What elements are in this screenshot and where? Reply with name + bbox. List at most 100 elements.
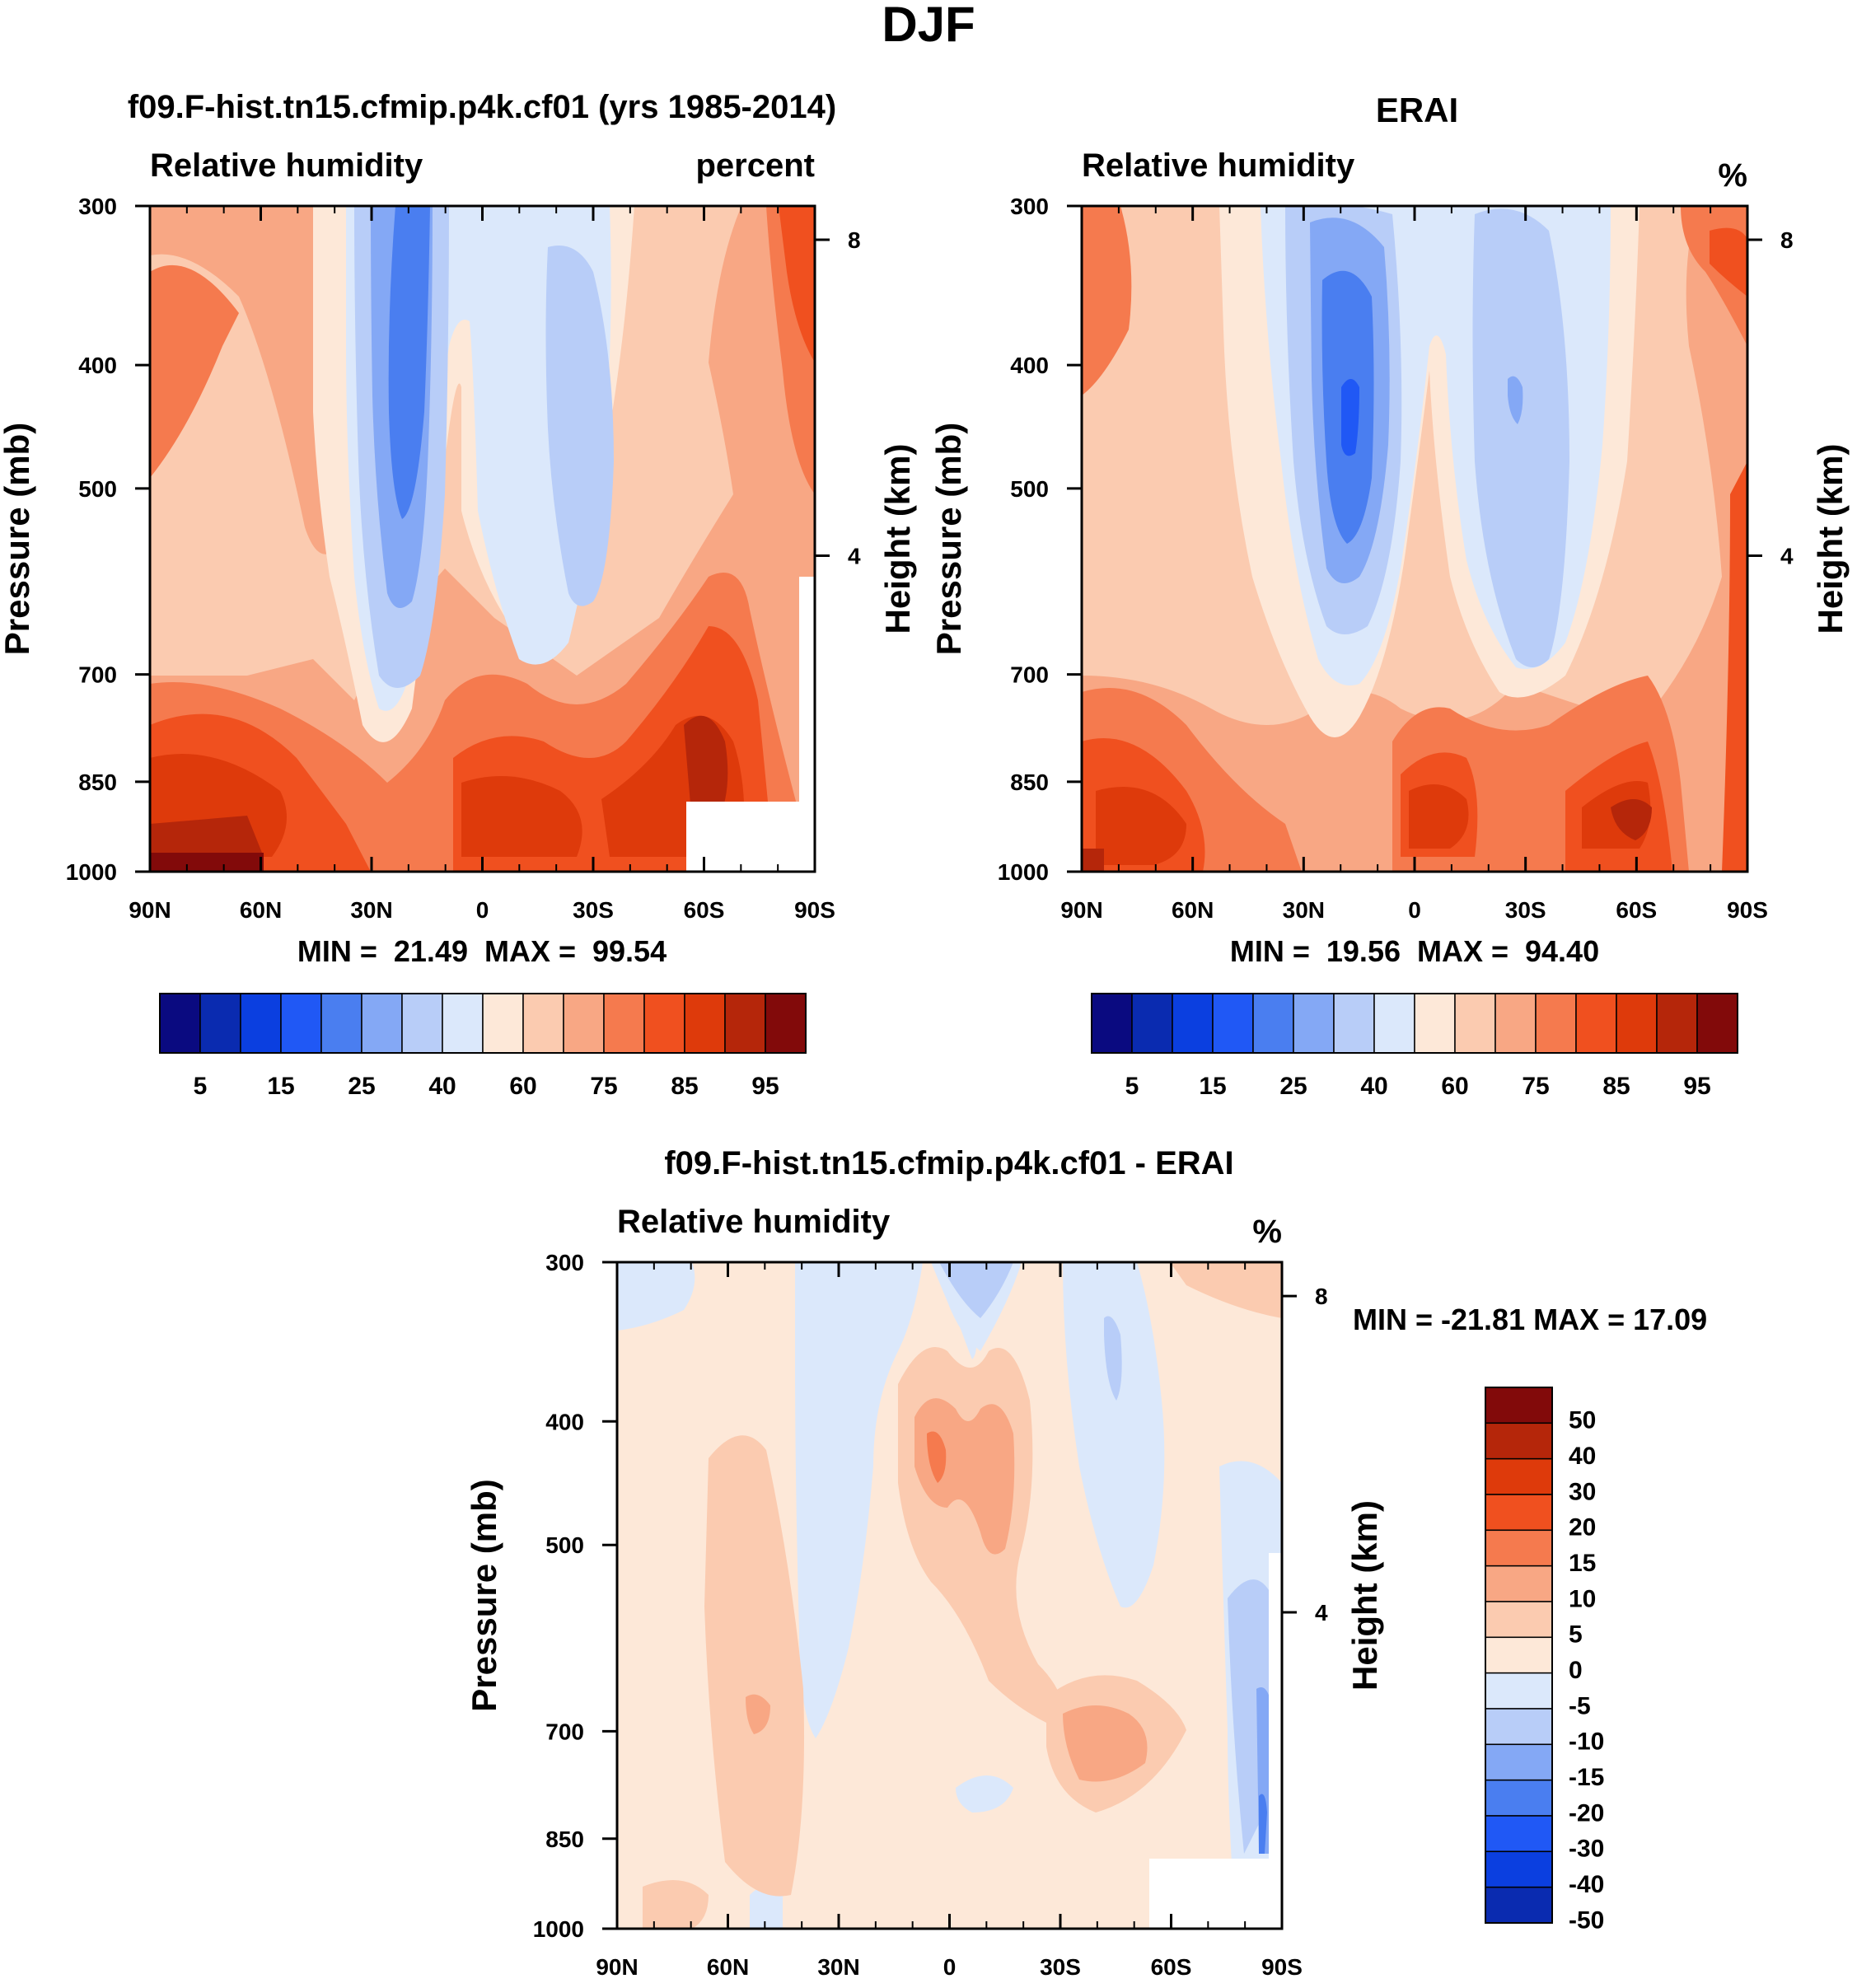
colorbar-swatch bbox=[1485, 1565, 1553, 1602]
colorbar-swatch bbox=[1485, 1886, 1553, 1924]
rh-band-95-nh bbox=[1082, 849, 1104, 872]
colorbar-swatch bbox=[563, 993, 605, 1054]
panel-obs: ERAI Relative humidity % bbox=[929, 91, 1850, 923]
colorbar-label: -5 bbox=[1569, 1692, 1591, 1719]
colorbar-label: 5 bbox=[194, 1073, 208, 1100]
rh-band-95-sh bbox=[684, 715, 728, 824]
colorbar-label: 85 bbox=[671, 1073, 698, 1100]
colorbar-swatch bbox=[1293, 993, 1335, 1054]
colorbar-obs: 5 15 25 40 60 75 85 95 bbox=[1091, 993, 1738, 1100]
colorbar-label: 60 bbox=[1441, 1073, 1468, 1100]
y2-axis-label: Height (km) bbox=[1345, 1500, 1384, 1691]
x-tick-label: 90S bbox=[1261, 1954, 1303, 1980]
colorbar-swatch bbox=[765, 993, 807, 1054]
rh-band-40-sh bbox=[545, 246, 614, 606]
y-tick-label: 850 bbox=[1010, 769, 1049, 795]
colorbar-label: -50 bbox=[1569, 1906, 1604, 1934]
colorbar-swatch bbox=[240, 993, 282, 1054]
x-tick-label: 30N bbox=[350, 897, 392, 923]
y2-tick-label: 8 bbox=[1315, 1284, 1328, 1309]
diff-band-pos5-sh-top bbox=[1170, 1262, 1282, 1318]
colorbar-swatch bbox=[522, 993, 564, 1054]
diff-band-neg-10-eq bbox=[939, 1262, 1013, 1318]
colorbar-swatch bbox=[1485, 1457, 1553, 1495]
rh-band-80-nh bbox=[150, 264, 239, 478]
colorbar-frame bbox=[1485, 1387, 1553, 1924]
x-tick-label: 30N bbox=[817, 1954, 859, 1980]
colorbar-swatch bbox=[1485, 1815, 1553, 1853]
rh-band-80-edge bbox=[1722, 461, 1747, 872]
rh-band-90-tropics bbox=[1409, 784, 1469, 849]
panel-model: f09.F-hist.tn15.cfmip.p4k.cf01 (yrs 1985… bbox=[0, 89, 917, 923]
colorbar-label: 25 bbox=[348, 1073, 375, 1100]
x-tick-label: 60S bbox=[684, 897, 725, 923]
colorbar-swatch bbox=[1485, 1387, 1553, 1424]
panel-obs-units: % bbox=[1718, 157, 1747, 194]
y-tick-label: 500 bbox=[1010, 476, 1049, 502]
rh-band-20 bbox=[1341, 379, 1359, 456]
diff-band-neg-10-sh bbox=[1104, 1316, 1122, 1401]
colorbar-label: 15 bbox=[1199, 1073, 1226, 1100]
y-tick-label: 700 bbox=[78, 662, 117, 688]
colorbar-swatch bbox=[724, 993, 766, 1054]
rh-band-max-nh bbox=[150, 853, 264, 872]
rh-band-90-nh bbox=[1096, 787, 1186, 865]
diff-band-pos15-eq bbox=[927, 1431, 947, 1483]
x-tick-label: 60N bbox=[707, 1954, 749, 1980]
axes-frame-diff: 90N 60N 30N 0 30S 60S 90S 300 400 500 700 850 1000 8 4… bbox=[465, 1250, 1384, 1980]
colorbar-model: 5 15 25 40 60 75 85 95 bbox=[159, 993, 807, 1100]
rh-band-95-sh bbox=[1611, 799, 1652, 840]
diff-band-pos10-sh bbox=[1063, 1705, 1148, 1782]
contour-field-model bbox=[150, 206, 815, 872]
colorbar-swatch bbox=[1485, 1779, 1553, 1817]
colorbar-label: 15 bbox=[267, 1073, 294, 1100]
colorbar-swatch bbox=[1696, 993, 1738, 1054]
colorbar-swatch bbox=[1616, 993, 1658, 1054]
rh-band-25 bbox=[388, 206, 430, 519]
colorbar-label: -10 bbox=[1569, 1728, 1604, 1756]
colorbar-frame bbox=[159, 993, 807, 1054]
colorbar-swatch bbox=[1485, 1850, 1553, 1888]
x-tick-label: 90S bbox=[1727, 897, 1768, 923]
contour-field-diff bbox=[617, 1262, 1282, 1929]
y2-axis-label: Height (km) bbox=[1811, 444, 1850, 634]
colorbar-swatch bbox=[1485, 1743, 1553, 1781]
colorbar-swatch bbox=[603, 993, 645, 1054]
y-tick-label: 400 bbox=[1010, 353, 1049, 378]
contour-field-obs bbox=[1082, 206, 1747, 872]
rh-band-30-spot bbox=[1508, 376, 1523, 424]
axes-frame-obs: 90N 60N 30N 0 30S 60S 90S 300 400 500 700 850 1000 8 4… bbox=[929, 194, 1850, 923]
x-tick-label: 90N bbox=[596, 1954, 638, 1980]
missing-data-region bbox=[686, 802, 815, 872]
y2-tick-label: 4 bbox=[848, 544, 861, 569]
x-tick-label: 0 bbox=[943, 1954, 957, 1980]
x-tick-label: 0 bbox=[476, 897, 489, 923]
panel-obs-left-label: Relative humidity bbox=[1082, 147, 1355, 184]
colorbar-label: 5 bbox=[1569, 1621, 1583, 1649]
colorbar-swatch bbox=[1373, 993, 1415, 1054]
colorbar-swatch bbox=[1485, 1422, 1553, 1460]
panel-model-units: percent bbox=[696, 147, 816, 184]
colorbar-label: 85 bbox=[1602, 1073, 1630, 1100]
colorbar-label: 50 bbox=[1569, 1407, 1596, 1434]
y-tick-label: 700 bbox=[1010, 662, 1049, 688]
colorbar-swatch bbox=[401, 993, 443, 1054]
rh-band-85-sh-top bbox=[779, 206, 815, 363]
colorbar-swatch bbox=[320, 993, 363, 1054]
colorbar-label: 95 bbox=[1683, 1073, 1710, 1100]
x-tick-label: 30N bbox=[1283, 897, 1325, 923]
y2-tick-label: 8 bbox=[848, 227, 861, 253]
x-tick-label: 90N bbox=[1060, 897, 1102, 923]
diff-band-pos5-nh bbox=[704, 1435, 804, 1897]
panel-diff-stats: MIN = -21.81 MAX = 17.09 bbox=[1353, 1303, 1707, 1336]
y2-axis-label: Height (km) bbox=[878, 444, 917, 634]
axes-frame-model: 90N 60N 30N 0 30S 60S 90S 300 400 500 700 850 1000 8 4… bbox=[0, 194, 917, 923]
y-tick-label: 850 bbox=[78, 769, 117, 795]
diff-band-neg-nh-low bbox=[750, 1887, 783, 1929]
rh-band-40-sh bbox=[1472, 208, 1569, 668]
colorbar-label: 75 bbox=[1522, 1073, 1549, 1100]
colorbar-swatch bbox=[482, 993, 524, 1054]
y-tick-label: 700 bbox=[545, 1719, 584, 1744]
